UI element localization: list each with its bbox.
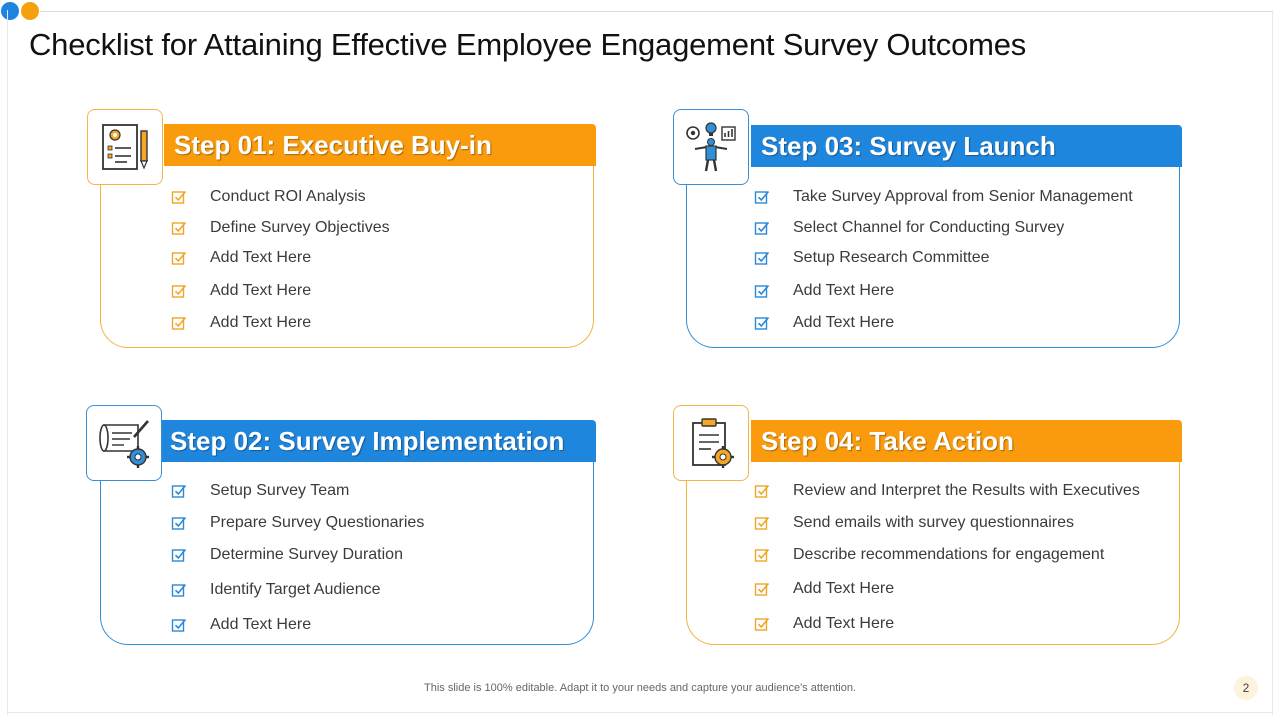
frame-bottom [7,712,1273,713]
list-item: Prepare Survey Questionaries [171,514,424,532]
step-02-header: Step 02: Survey Implementation [160,420,596,462]
list-item-text: Add Text Here [210,616,312,633]
frame-left [7,10,8,715]
list-item: Review and Interpret the Results with Ex… [754,482,1140,500]
step-02-icon-box [86,405,162,481]
list-item-text: Send emails with survey questionnaires [793,514,1075,531]
list-item: Define Survey Objectives [171,219,390,237]
list-item-text: Take Survey Approval from Senior Managem… [793,188,1133,205]
decor-dot-orange [21,2,39,20]
list-item: Setup Research Committee [754,249,990,267]
list-item: Add Text Here [171,314,311,332]
top-divider [40,11,1272,12]
list-item-text: Define Survey Objectives [210,219,390,236]
list-item-text: Determine Survey Duration [210,546,403,563]
list-item-text: Add Text Here [793,282,895,299]
list-item-text: Add Text Here [793,314,895,331]
step-01-icon-box [87,109,163,185]
page-number: 2 [1234,676,1258,700]
list-item: Take Survey Approval from Senior Managem… [754,188,1133,206]
list-item: Send emails with survey questionnaires [754,514,1074,532]
list-item-text: Describe recommendations for engagement [793,546,1105,563]
blueprint-gear-icon [99,420,149,468]
step-04-header: Step 04: Take Action [751,420,1182,462]
list-item: Add Text Here [754,615,894,633]
list-item-text: Add Text Here [210,282,312,299]
list-item: Describe recommendations for engagement [754,546,1104,564]
list-item: Add Text Here [171,616,311,634]
list-item-text: Setup Research Committee [793,249,990,266]
list-item: Determine Survey Duration [171,546,403,564]
list-item: Add Text Here [754,314,894,332]
step-04-icon-box [673,405,749,481]
list-item: Setup Survey Team [171,482,349,500]
list-item-text: Setup Survey Team [210,482,350,499]
list-item-text: Add Text Here [210,249,312,266]
person-ideas-icon [686,122,736,172]
list-item-text: Prepare Survey Questionaries [210,514,425,531]
step-03-header: Step 03: Survey Launch [751,125,1182,167]
list-item: Conduct ROI Analysis [171,188,366,206]
frame-right [1272,10,1273,715]
step-01-header: Step 01: Executive Buy-in [164,124,596,166]
list-item-text: Select Channel for Conducting Survey [793,219,1065,236]
document-gear-pencil-icon [102,124,148,170]
step-01-card: Conduct ROI Analysis Define Survey Objec… [100,145,594,348]
list-item: Identify Target Audience [171,581,381,599]
decor-dot-blue [1,2,19,20]
step-04-card: Review and Interpret the Results with Ex… [686,440,1180,645]
list-item: Select Channel for Conducting Survey [754,219,1064,237]
step-02-card: Setup Survey Team Prepare Survey Questio… [100,440,594,645]
page-title: Checklist for Attaining Effective Employ… [29,27,1027,62]
list-item: Add Text Here [754,580,894,598]
list-item: Add Text Here [171,249,311,267]
list-item-text: Add Text Here [793,615,895,632]
list-item-text: Add Text Here [210,314,312,331]
list-item-text: Conduct ROI Analysis [210,188,366,205]
step-03-icon-box [673,109,749,185]
clipboard-gear-icon [692,418,734,468]
footer-note: This slide is 100% editable. Adapt it to… [424,682,856,694]
list-item-text: Add Text Here [793,580,895,597]
list-item: Add Text Here [171,282,311,300]
list-item: Add Text Here [754,282,894,300]
step-03-card: Take Survey Approval from Senior Managem… [686,145,1180,348]
list-item-text: Review and Interpret the Results with Ex… [793,482,1140,499]
list-item-text: Identify Target Audience [210,581,381,598]
